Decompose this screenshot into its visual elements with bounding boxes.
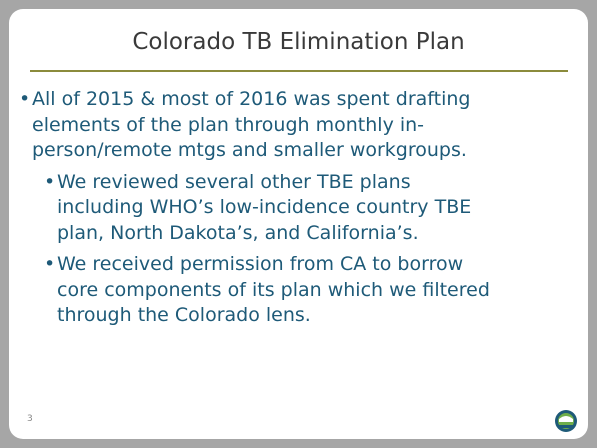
bullet-item: • We received permission from CA to borro… [44, 252, 490, 329]
bullet-line: We reviewed several other TBE plans [57, 170, 411, 193]
bullet-dot: • [19, 88, 31, 110]
bullet-item: • We reviewed several other TBE plans incl… [44, 170, 472, 247]
slide-title: Colorado TB Elimination Plan [132, 29, 465, 55]
bullet-line: plan, North Dakota’s, and California’s. [57, 221, 419, 244]
bullet-line: through the Colorado lens. [57, 304, 311, 326]
bullet-line: We received permission from CA to borrow [57, 253, 464, 275]
bullet-dot: • [44, 170, 56, 193]
page-number: 3 [27, 414, 33, 424]
logo [555, 410, 577, 432]
bullet-line: All of 2015 & most of 2016 was spent dra… [32, 88, 471, 110]
bullet-line: including WHO’s low-incidence country TB… [57, 196, 472, 218]
bullet-dot: • [44, 253, 56, 275]
bullet-line: person/remote mtgs and smaller workgroup… [32, 139, 467, 161]
bullet-item: • All of 2015 & most of 2016 was spent dr… [19, 87, 471, 164]
slide: Colorado TB Elimination Plan • All of 201… [9, 9, 588, 439]
bullet-line: core components of its plan which we fil… [57, 278, 490, 301]
title-rule [30, 70, 568, 72]
bullet-line: elements of the plan through monthly in- [32, 113, 425, 136]
